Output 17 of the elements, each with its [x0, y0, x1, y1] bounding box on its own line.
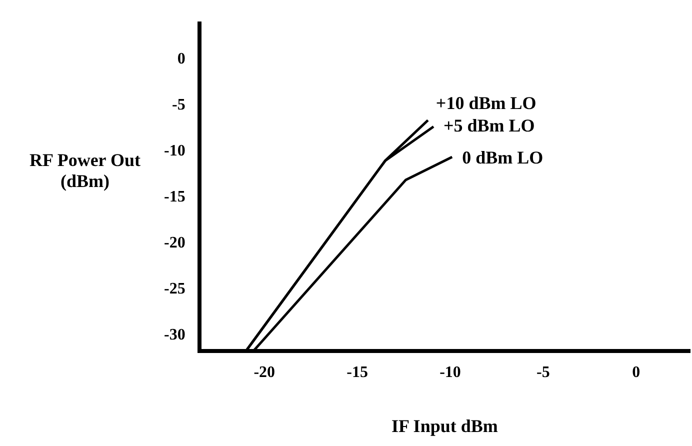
- x-tick-label: 0: [632, 364, 640, 381]
- y-tick-label: -10: [164, 142, 186, 160]
- y-tick-label: -20: [164, 234, 186, 252]
- x-axis-title: IF Input dBm: [391, 416, 498, 436]
- x-tick-label: -20: [254, 364, 276, 381]
- x-tick-label: -10: [440, 364, 461, 381]
- y-axis-title: RF Power Out (dBm): [28, 150, 142, 192]
- y-tick-label: 0: [177, 50, 186, 68]
- series-label: 0 dBm LO: [462, 148, 544, 168]
- series-label: +10 dBm LO: [436, 92, 536, 113]
- x-tick-label: -15: [346, 364, 368, 381]
- y-tick-label: -15: [164, 188, 186, 206]
- series-label: +5 dBm LO: [444, 115, 535, 136]
- y-tick-label: -5: [172, 96, 186, 114]
- x-tick-label: -5: [536, 364, 550, 381]
- y-tick-label: -30: [164, 326, 186, 344]
- y-tick-label: -25: [164, 280, 186, 298]
